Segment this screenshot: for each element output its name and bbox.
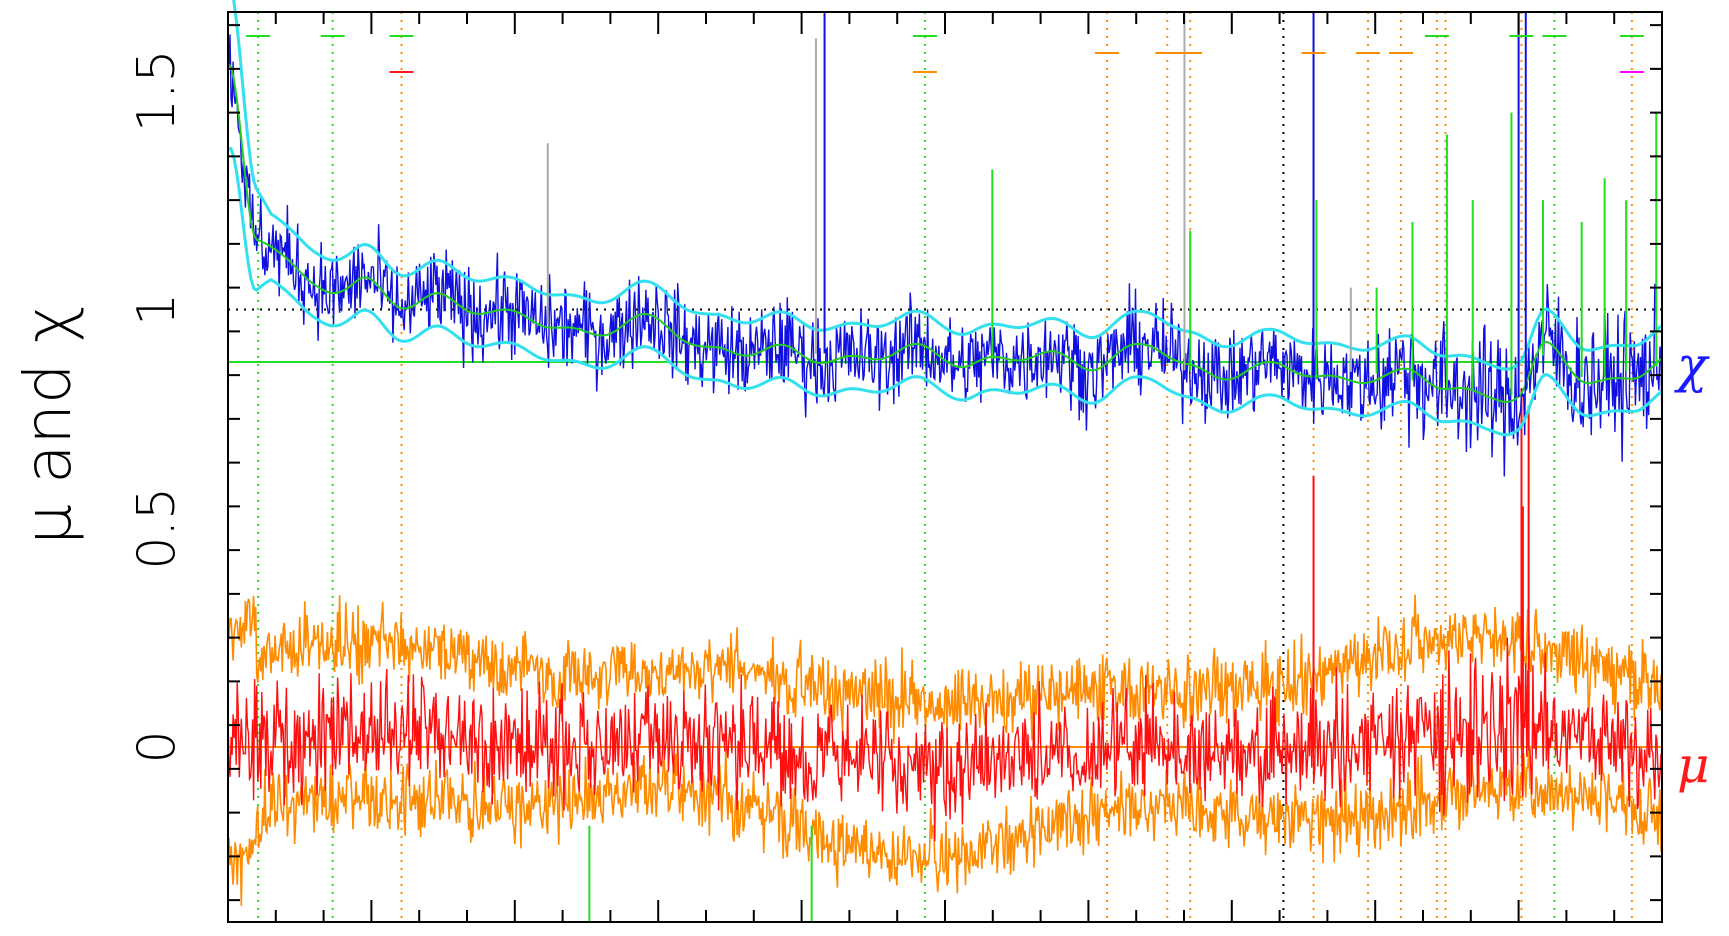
top-markers: [246, 35, 1644, 73]
chi-series-label: χ: [1674, 336, 1710, 394]
chi-smooth: [227, 63, 1663, 403]
mu-series-label: μ: [1677, 736, 1710, 794]
chi-series: [227, 34, 1663, 477]
y-tick-labels: 1.5 1 0.5 0: [127, 49, 187, 763]
y-tick-label-0: 1.5: [127, 49, 187, 132]
mu-series: [227, 637, 1663, 842]
data-traces: [227, 0, 1663, 922]
vertical-marker-lines: [257, 12, 1633, 922]
chi-upper-envelope: [232, 0, 1663, 371]
axis-ticks: [227, 12, 1663, 922]
y-axis-label: μ and χ: [12, 305, 86, 545]
y-tick-label-1: 1: [127, 293, 187, 326]
mu-lower-envelope: [227, 743, 1663, 906]
y-tick-label-3: 0: [127, 730, 187, 763]
y-tick-label-2: 0.5: [127, 487, 187, 570]
chi-lower-envelope: [227, 146, 1663, 437]
mu-upper-envelope: [227, 594, 1663, 744]
